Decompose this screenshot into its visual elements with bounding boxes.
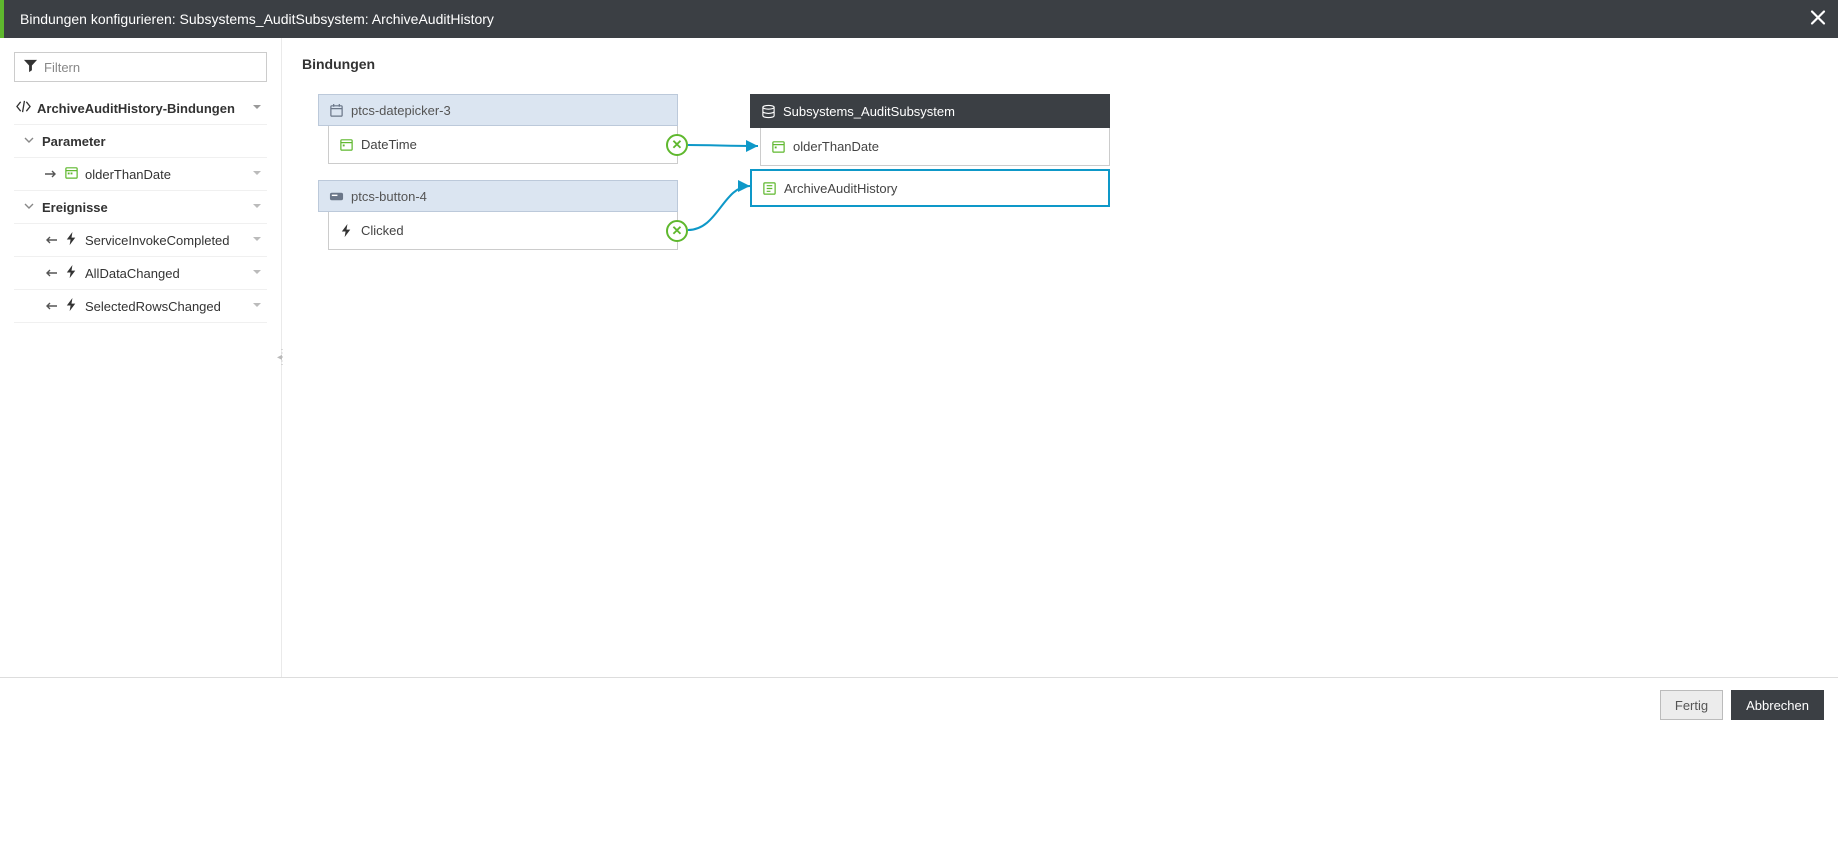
filter-box[interactable] (14, 52, 267, 82)
arrow-left-icon (42, 301, 60, 311)
chevron-down-icon[interactable] (251, 299, 263, 314)
dialog-footer: Fertig Abbrechen (0, 678, 1838, 732)
node-property[interactable]: Clicked ✕ (328, 212, 678, 250)
button-icon (327, 187, 345, 205)
dialog-title: Bindungen konfigurieren: Subsystems_Audi… (20, 11, 494, 27)
tree-root[interactable]: ArchiveAuditHistory-Bindungen (14, 92, 267, 125)
tree-item-olderthandate[interactable]: olderThanDate (14, 158, 267, 191)
remove-binding-icon[interactable]: ✕ (666, 134, 688, 156)
source-node-button[interactable]: ptcs-button-4 Clicked ✕ (318, 180, 678, 250)
target-row-archiveaudithistory[interactable]: ArchiveAuditHistory (750, 169, 1110, 207)
code-icon (16, 99, 31, 117)
tree-item-label: AllDataChanged (85, 266, 180, 281)
tree-item-label: olderThanDate (85, 167, 171, 182)
dialog-header: Bindungen konfigurieren: Subsystems_Audi… (0, 0, 1838, 38)
tree-item-alldatachanged[interactable]: AllDataChanged (14, 257, 267, 290)
chevron-down-icon[interactable] (251, 101, 263, 116)
service-icon (760, 179, 778, 197)
target-row-olderthandate[interactable]: olderThanDate (760, 128, 1110, 166)
arrow-left-icon (42, 235, 60, 245)
tree-item-selectedrowschanged[interactable]: SelectedRowsChanged (14, 290, 267, 323)
done-button[interactable]: Fertig (1660, 690, 1723, 720)
cancel-button[interactable]: Abbrechen (1731, 690, 1824, 720)
section-label: Parameter (42, 134, 106, 149)
sidebar: ArchiveAuditHistory-Bindungen Parameter … (0, 38, 282, 677)
calendar-icon (337, 136, 355, 154)
tree-section-events[interactable]: Ereignisse (14, 191, 267, 224)
lightning-icon (337, 222, 355, 240)
tree-section-parameter[interactable]: Parameter (14, 125, 267, 158)
expand-icon[interactable] (24, 201, 36, 214)
bindings-heading: Bindungen (302, 56, 1818, 72)
main-panel: Bindungen ptcs-datepicker-3 DateTime ✕ (282, 38, 1838, 677)
filter-input[interactable] (44, 60, 258, 75)
chevron-down-icon[interactable] (251, 233, 263, 248)
property-label: Clicked (361, 223, 404, 238)
property-label: DateTime (361, 137, 417, 152)
arrow-left-icon (42, 268, 60, 278)
chevron-down-icon[interactable] (251, 167, 263, 182)
calendar-icon (64, 165, 79, 183)
filter-icon (23, 58, 38, 76)
section-label: Ereignisse (42, 200, 108, 215)
source-node-datepicker[interactable]: ptcs-datepicker-3 DateTime ✕ (318, 94, 678, 164)
target-header: Subsystems_AuditSubsystem (750, 94, 1110, 128)
node-property[interactable]: DateTime ✕ (328, 126, 678, 164)
close-icon[interactable] (1808, 8, 1828, 31)
target-row-label: ArchiveAuditHistory (784, 181, 897, 196)
lightning-icon (64, 264, 79, 282)
expand-icon[interactable] (24, 135, 36, 148)
node-title: ptcs-datepicker-3 (351, 103, 451, 118)
database-icon (759, 102, 777, 120)
tree-item-label: ServiceInvokeCompleted (85, 233, 230, 248)
calendar-icon (769, 138, 787, 156)
node-header: ptcs-datepicker-3 (318, 94, 678, 126)
target-row-label: olderThanDate (793, 139, 879, 154)
target-node[interactable]: Subsystems_AuditSubsystem olderThanDate … (750, 94, 1110, 207)
calendar-icon (327, 101, 345, 119)
remove-binding-icon[interactable]: ✕ (666, 220, 688, 242)
lightning-icon (64, 231, 79, 249)
tree-item-label: SelectedRowsChanged (85, 299, 221, 314)
tree-root-label: ArchiveAuditHistory-Bindungen (37, 101, 235, 116)
node-title: ptcs-button-4 (351, 189, 427, 204)
tree-item-serviceinvokecompleted[interactable]: ServiceInvokeCompleted (14, 224, 267, 257)
target-title: Subsystems_AuditSubsystem (783, 104, 955, 119)
chevron-down-icon[interactable] (251, 200, 263, 215)
node-header: ptcs-button-4 (318, 180, 678, 212)
lightning-icon (64, 297, 79, 315)
arrow-right-icon (42, 169, 60, 179)
chevron-down-icon[interactable] (251, 266, 263, 281)
